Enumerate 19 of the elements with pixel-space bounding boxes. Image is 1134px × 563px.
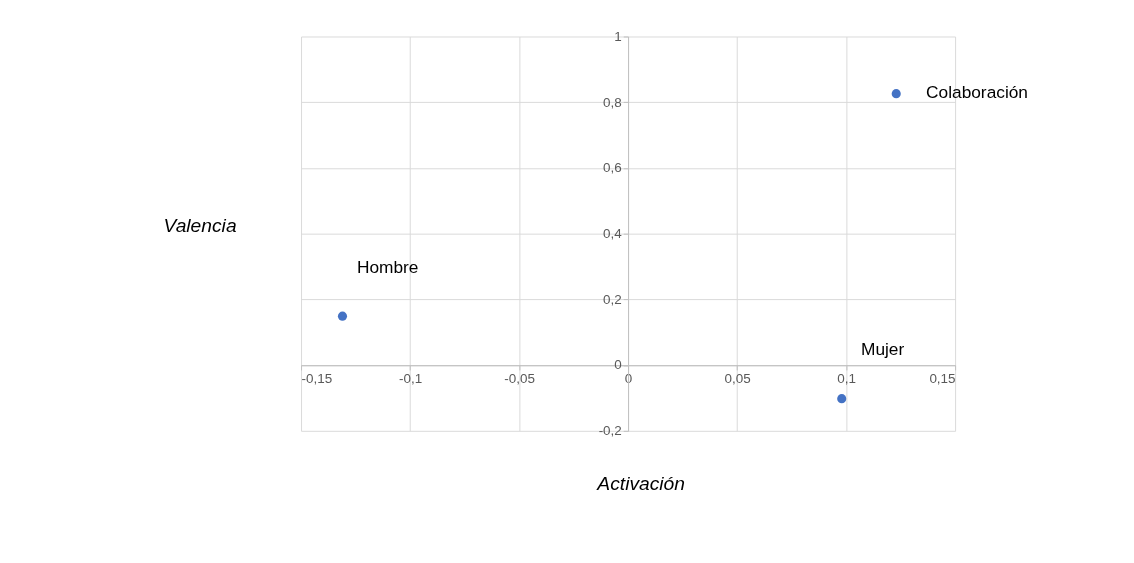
x-tick-label: 0 xyxy=(624,370,633,386)
y-tick-label: 0,4 xyxy=(603,226,623,242)
y-tick-label: 0,6 xyxy=(603,160,622,176)
annotation: Hombre xyxy=(356,256,419,277)
x-tick-label: -0,1 xyxy=(398,370,423,386)
annotation: Colaboración xyxy=(926,82,1028,103)
y-tick-label: 1 xyxy=(614,28,622,44)
annotation: Mujer xyxy=(860,339,905,360)
y-axis-title: Valencia xyxy=(163,214,237,236)
x-tick-label: 0,05 xyxy=(724,370,751,386)
x-tick-label: -0,15 xyxy=(301,370,333,386)
x-tick-label: 0,15 xyxy=(929,370,956,386)
x-tick-label: -0,05 xyxy=(504,370,535,386)
y-tick-label: 0 xyxy=(614,357,622,373)
x-tick-label: 0,1 xyxy=(837,370,856,386)
y-tick-label: -0,2 xyxy=(598,423,622,439)
y-tick-label: 0,2 xyxy=(603,291,622,307)
x-axis-title: Activación xyxy=(596,472,685,494)
y-tick-label: 0,8 xyxy=(603,94,622,110)
